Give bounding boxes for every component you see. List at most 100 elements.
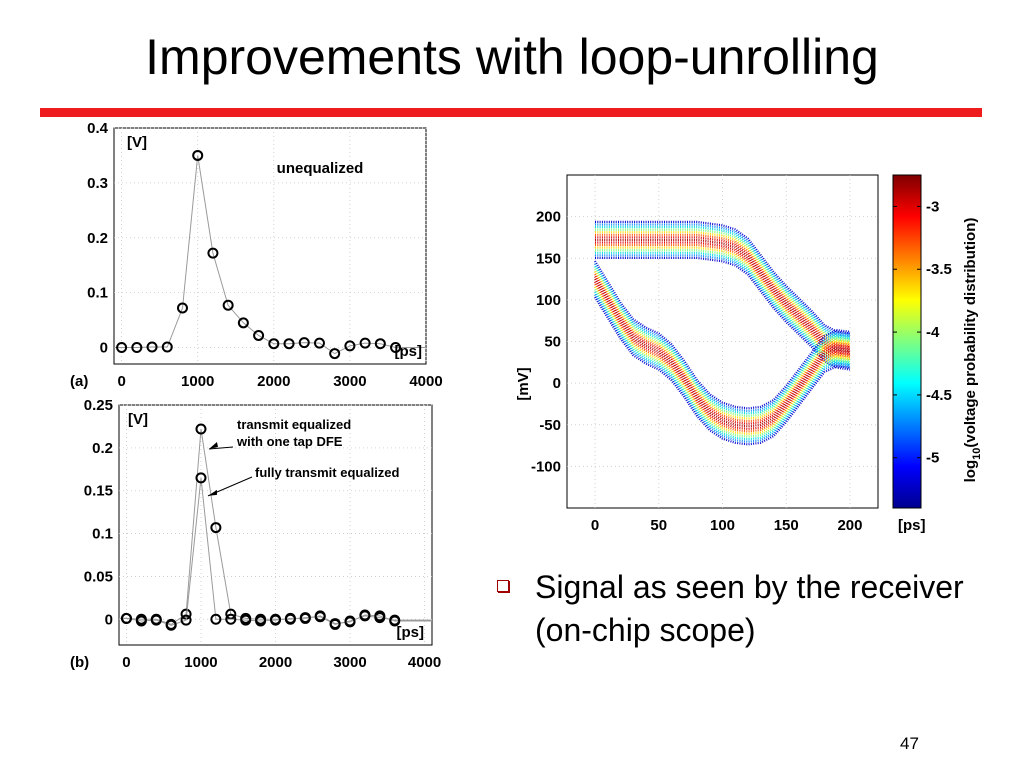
x-tick-label: 150 (774, 517, 799, 534)
data-point (150, 614, 162, 626)
data-point (253, 329, 265, 341)
y-tick-label: 0.25 (84, 397, 113, 414)
annotation-unequalized: unequalized (277, 160, 364, 177)
colorbar (892, 174, 922, 509)
eye-trace (594, 263, 851, 413)
eye-trace (594, 288, 851, 438)
y-tick-label: -50 (539, 417, 561, 434)
eye-trace (594, 281, 851, 431)
data-point (313, 337, 325, 349)
data-point (120, 612, 132, 624)
data-point (131, 342, 143, 354)
colorbar-tick-label: -4.5 (926, 387, 952, 404)
arrow-head (207, 489, 217, 496)
page-number: 47 (900, 734, 919, 753)
data-point (161, 341, 173, 353)
y-tick-label: 0.2 (87, 230, 108, 247)
data-point (210, 613, 222, 625)
eye-trace (594, 275, 851, 425)
data-point (314, 610, 326, 622)
data-point (329, 348, 341, 360)
y-tick-label: 0.2 (92, 440, 113, 457)
colorbar-label-sub: 10 (971, 448, 983, 460)
panel-label: (b) (70, 654, 89, 671)
eye-band (594, 260, 851, 446)
x-tick-label: 4000 (409, 373, 442, 390)
bullet-text: Signal as seen by the receiver (on-chip … (535, 569, 964, 648)
eye-trace (594, 286, 851, 436)
eye-trace (594, 283, 851, 433)
data-point (207, 247, 219, 259)
data-point (192, 149, 204, 161)
y-tick-label: 0 (105, 611, 113, 628)
data-point (359, 609, 371, 621)
square-bullet-icon (497, 580, 509, 592)
eye-trace (594, 268, 851, 418)
y-tick-label: 0.4 (87, 120, 109, 137)
data-point (146, 341, 158, 353)
y-tick-label: 150 (536, 250, 561, 267)
data-point (283, 338, 295, 350)
data-point (268, 338, 280, 350)
eye-trace (594, 293, 851, 443)
data-point (298, 337, 310, 349)
chart-panel-b: 0 1000 2000 3000 4000 0 0.05 0.1 0.15 0.2 0.25 [V] [… (70, 397, 441, 671)
eye-trace (594, 278, 851, 428)
x-tick-label: 2000 (259, 654, 292, 671)
x-unit-label: [ps] (397, 624, 425, 641)
x-unit-label: [ps] (898, 517, 926, 534)
data-point (176, 302, 188, 314)
x-tick-label: 200 (837, 517, 862, 534)
x-tick-label: 1000 (184, 654, 217, 671)
data-point (222, 299, 234, 311)
data-point (390, 342, 402, 354)
data-point (135, 615, 147, 627)
data-point (225, 613, 237, 625)
data-point (299, 612, 311, 624)
x-tick-label: 3000 (333, 373, 366, 390)
x-tick-label: 3000 (333, 654, 366, 671)
x-tick-label: 50 (650, 517, 667, 534)
data-point (284, 612, 296, 624)
data-point (270, 614, 281, 626)
data-point (195, 423, 207, 435)
x-tick-label: 0 (122, 654, 130, 671)
x-tick-label: 100 (710, 517, 735, 534)
annotation-arrow (208, 446, 234, 450)
data-point (165, 619, 177, 631)
data-point (329, 618, 341, 630)
annotation-fully-equalized: fully transmit equalized (255, 465, 400, 480)
x-tick-label: 1000 (181, 373, 214, 390)
data-point (210, 522, 222, 534)
y-tick-label: -100 (531, 458, 561, 475)
y-tick-label: 0 (553, 375, 561, 392)
y-tick-label: 100 (536, 292, 561, 309)
x-tick-label: 4000 (408, 654, 441, 671)
chart-panel-scope: 0 50 100 150 200 -100 -50 0 50 100 150 200 [ps] [mV] -… (515, 174, 983, 534)
eye-trace (594, 270, 851, 420)
eye-trace (594, 296, 851, 446)
eye-trace (594, 260, 851, 410)
eye-trace (594, 273, 851, 423)
title-divider (40, 108, 982, 117)
data-point (374, 338, 386, 350)
data-point (389, 615, 401, 627)
data-point (116, 342, 128, 354)
annotation-dfe-line1: transmit equalized (237, 417, 351, 432)
annotation-dfe: transmit equalized with one tap DFE (236, 417, 351, 449)
annotation-dfe-line2: with one tap DFE (236, 434, 343, 449)
data-point (255, 615, 267, 627)
arrow-head (208, 442, 218, 449)
chart-panel-a: 0 1000 2000 3000 4000 0 0.1 0.2 0.3 0.4 [V] [ps] une… (70, 120, 443, 390)
eye-trace (594, 291, 851, 441)
panel-label: (a) (70, 373, 88, 390)
data-point (359, 337, 371, 349)
colorbar-label-main: log (962, 460, 979, 483)
data-point (237, 317, 249, 329)
data-point (374, 610, 386, 622)
y-tick-label: 0 (100, 340, 108, 357)
colorbar-label: log10(voltage probability distribution) (962, 218, 983, 483)
y-tick-label: 0.1 (87, 285, 108, 302)
x-tick-label: 0 (117, 373, 125, 390)
